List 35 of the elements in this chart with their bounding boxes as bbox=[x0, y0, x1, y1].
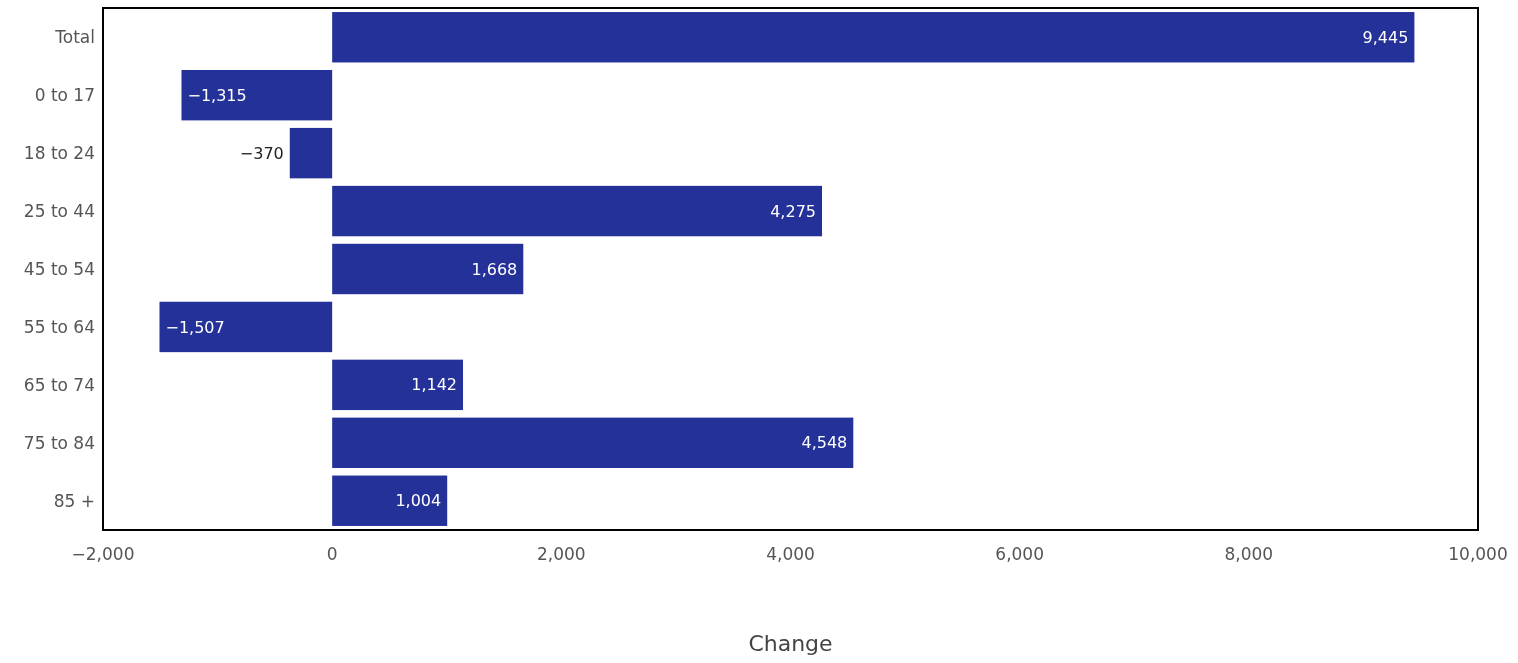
x-tick-label: 0 bbox=[326, 544, 338, 564]
bar bbox=[289, 127, 333, 179]
data-label: −1,315 bbox=[187, 85, 247, 105]
bar bbox=[332, 417, 854, 469]
x-tick-label: 4,000 bbox=[766, 544, 815, 564]
data-label: 1,004 bbox=[395, 491, 442, 511]
bar bbox=[332, 475, 448, 526]
data-label: 1,668 bbox=[471, 259, 518, 279]
x-tick-label: 2,000 bbox=[537, 544, 586, 564]
bar bbox=[332, 243, 524, 295]
x-axis-title: Change bbox=[748, 631, 833, 656]
y-tick-label: 65 to 74 bbox=[23, 374, 95, 395]
bar bbox=[181, 69, 333, 121]
y-tick-label: Total bbox=[54, 27, 95, 48]
bar bbox=[159, 301, 333, 353]
x-tick-label: −2,000 bbox=[71, 544, 135, 564]
data-label: 9,445 bbox=[1362, 27, 1409, 47]
y-tick-label: 85 + bbox=[53, 490, 95, 511]
y-tick-label: 75 to 84 bbox=[23, 432, 95, 453]
x-tick-label: 10,000 bbox=[1448, 544, 1508, 564]
bar bbox=[332, 185, 823, 237]
data-label: 4,275 bbox=[770, 201, 817, 221]
x-tick-label: 8,000 bbox=[1224, 544, 1274, 564]
data-label: 1,142 bbox=[411, 375, 458, 395]
bar bbox=[332, 12, 1415, 63]
y-tick-label: 25 to 44 bbox=[23, 201, 95, 222]
bar bbox=[332, 359, 464, 411]
data-label: −370 bbox=[239, 143, 284, 163]
y-tick-label: 55 to 64 bbox=[23, 316, 95, 337]
data-label: −1,507 bbox=[165, 317, 225, 337]
y-tick-label: 45 to 54 bbox=[23, 258, 95, 279]
data-label: 4,548 bbox=[801, 433, 848, 453]
y-tick-label: 0 to 17 bbox=[34, 85, 95, 106]
y-tick-label: 18 to 24 bbox=[23, 143, 95, 164]
x-tick-label: 6,000 bbox=[995, 544, 1044, 564]
